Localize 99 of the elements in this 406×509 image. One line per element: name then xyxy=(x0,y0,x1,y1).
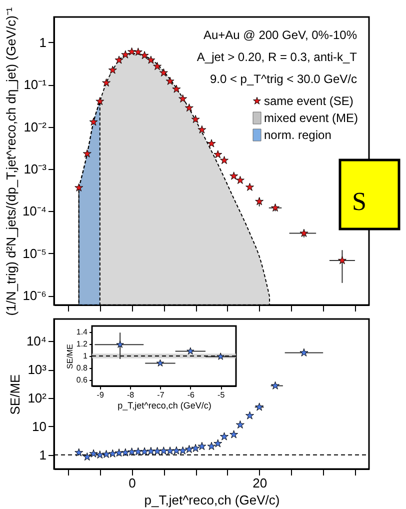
x-tick-label: -9 xyxy=(96,390,104,400)
point xyxy=(230,172,238,180)
y-tick-label: 1 xyxy=(39,34,46,50)
point xyxy=(146,56,156,64)
y-axis-title: SE/ME xyxy=(7,374,22,415)
y-axis-title: (1/N_trig) d²N_jets/(dp_T,jet^reco,ch dη_jet) (GeV/c)⁻¹ xyxy=(3,6,18,316)
point xyxy=(191,114,200,124)
point xyxy=(271,381,280,390)
point xyxy=(153,62,162,70)
x-tick-label: 20 xyxy=(252,476,268,490)
point xyxy=(114,448,124,457)
point xyxy=(207,139,216,148)
y-tick-label: 10⁻² xyxy=(24,119,48,134)
point xyxy=(74,448,84,456)
point xyxy=(255,197,264,206)
point xyxy=(128,448,136,456)
y-tick-label: 10⁻⁶ xyxy=(22,288,46,304)
point xyxy=(121,448,130,456)
point xyxy=(82,149,92,158)
y-tick-label: 10³ xyxy=(28,362,48,378)
point xyxy=(166,76,174,85)
point xyxy=(140,447,149,456)
point xyxy=(128,47,136,56)
legend-label: mixed event (ME) xyxy=(264,111,358,125)
y-tick-label: 10⁴ xyxy=(26,334,46,349)
point xyxy=(198,442,206,450)
point xyxy=(271,203,280,212)
y-tick-label: 10⁻³ xyxy=(24,162,48,177)
y-tick-label: 1.2 xyxy=(76,340,88,348)
point xyxy=(236,420,244,428)
x-axis-title: p_T,jet^reco,ch (GeV/c) xyxy=(144,492,280,508)
point xyxy=(102,78,111,86)
y-axis-title: SE/ME xyxy=(65,344,74,369)
point xyxy=(82,452,92,461)
x-tick-label: -7 xyxy=(157,390,165,400)
annotation: 9.0 < p_T^trig < 30.0 GeV/c xyxy=(210,72,357,86)
point xyxy=(74,183,84,192)
point xyxy=(246,182,254,191)
x-tick-label: 0 xyxy=(128,476,136,490)
y-tick-label: 1 xyxy=(39,447,46,462)
point xyxy=(172,84,181,93)
y-tick-label: 1.4 xyxy=(76,328,88,336)
annotation: S xyxy=(352,187,366,216)
point xyxy=(214,439,222,448)
point xyxy=(178,94,188,102)
point xyxy=(220,432,228,440)
point xyxy=(102,450,111,458)
legend-label: norm. region xyxy=(264,128,332,142)
point xyxy=(191,444,200,452)
point xyxy=(246,411,254,420)
x-axis-title: p_T,jet^reco,ch (GeV/c) xyxy=(118,400,212,410)
point xyxy=(134,48,142,56)
point xyxy=(230,430,238,438)
y-tick-label: 10 xyxy=(32,418,46,434)
point xyxy=(89,449,98,458)
y-tick-label: 10² xyxy=(28,390,48,406)
point xyxy=(184,104,194,112)
y-tick-label: 0.6 xyxy=(76,376,88,384)
point xyxy=(159,446,168,455)
y-tick-label: 10⁻¹ xyxy=(24,77,48,92)
point xyxy=(220,156,228,164)
point xyxy=(156,359,164,366)
point xyxy=(236,176,244,184)
x-tick-label: -8 xyxy=(126,390,135,400)
point xyxy=(178,446,188,454)
point xyxy=(108,66,117,74)
point xyxy=(198,125,206,134)
point xyxy=(121,50,130,58)
point xyxy=(153,446,162,455)
point xyxy=(207,442,216,450)
point xyxy=(134,447,142,456)
point xyxy=(300,348,308,356)
legend-label: same event (SE) xyxy=(264,94,354,108)
point xyxy=(184,444,194,453)
point xyxy=(216,352,224,360)
point xyxy=(140,51,149,60)
y-tick-label: 0.8 xyxy=(76,364,88,372)
point xyxy=(214,150,222,158)
point xyxy=(255,402,264,411)
point xyxy=(116,340,124,348)
annotation: A_jet > 0.20, R = 0.3, anti-k_T xyxy=(196,50,358,64)
point xyxy=(300,228,308,237)
point xyxy=(89,118,98,126)
point xyxy=(146,446,156,455)
y-tick-label: 1 xyxy=(83,352,88,360)
point xyxy=(159,68,168,76)
x-tick-label: -6 xyxy=(187,390,196,400)
point xyxy=(338,256,346,264)
y-tick-label: 10⁻⁵ xyxy=(22,246,46,261)
point xyxy=(166,446,174,455)
point xyxy=(96,96,104,106)
point xyxy=(114,56,124,64)
point xyxy=(96,450,104,459)
annotation: Au+Au @ 200 GeV, 0%-10% xyxy=(203,28,358,42)
y-tick-label: 10⁻⁴ xyxy=(22,204,46,219)
point xyxy=(172,446,181,454)
point xyxy=(186,347,194,354)
point xyxy=(108,449,117,458)
x-tick-label: -5 xyxy=(218,390,226,400)
